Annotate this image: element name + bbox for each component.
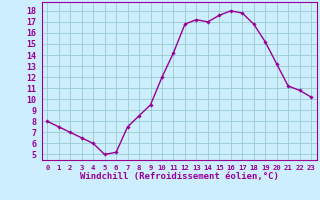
X-axis label: Windchill (Refroidissement éolien,°C): Windchill (Refroidissement éolien,°C) xyxy=(80,172,279,181)
